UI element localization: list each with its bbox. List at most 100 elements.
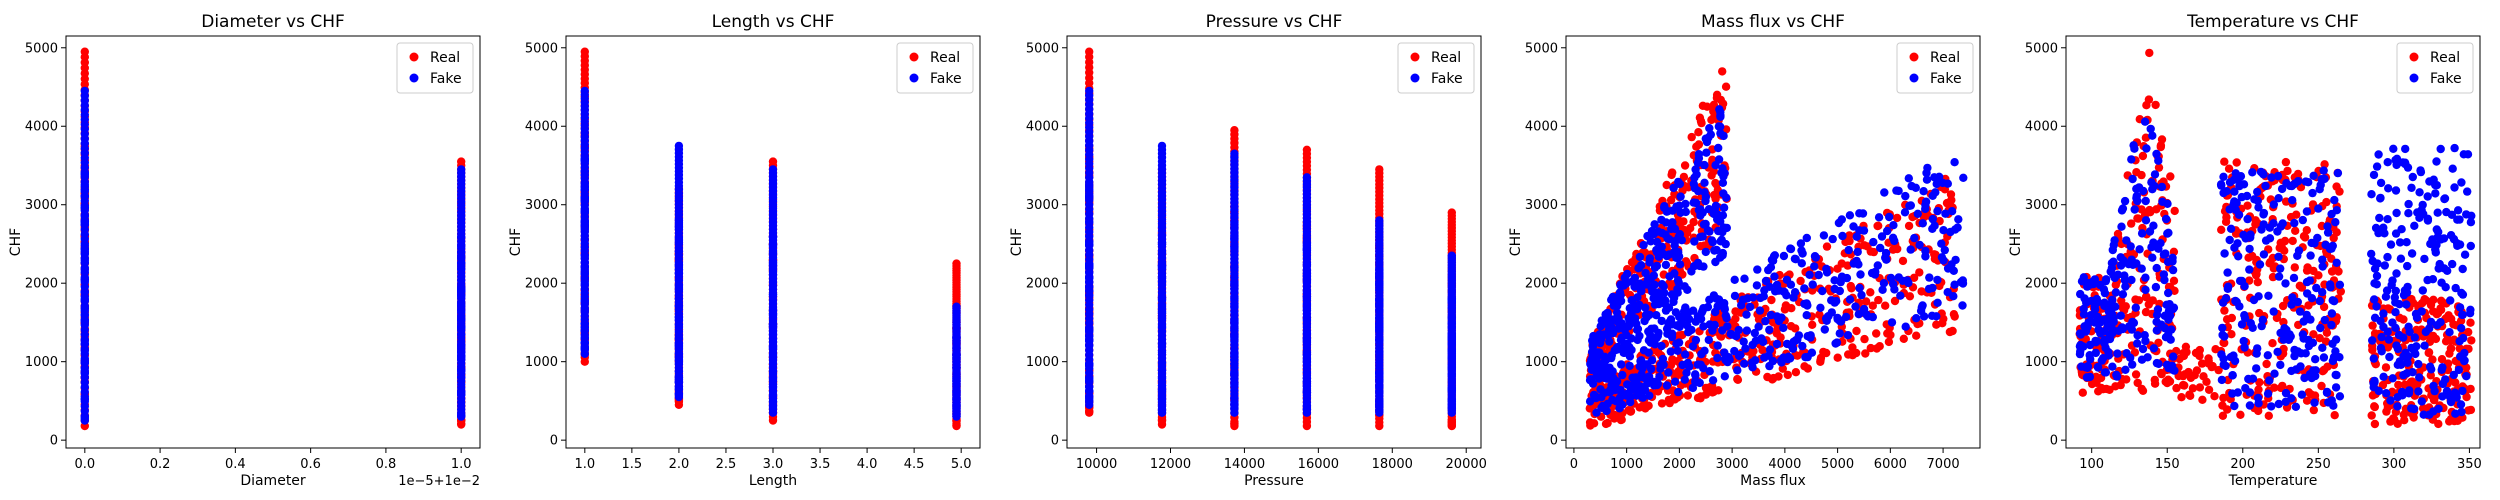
point-real [1610,410,1619,420]
point-real [2382,407,2391,416]
point-real [1778,364,1788,373]
point-real [1678,270,1687,279]
point-fake [1705,124,1714,133]
point-real [2368,321,2377,330]
point-fake [1854,260,1863,269]
point-real [1945,327,1955,337]
point-fake [1959,173,1968,182]
point-fake [674,384,684,393]
point-fake [1634,282,1644,292]
point-fake [1788,344,1798,353]
point-fake [1675,179,1685,189]
point-real [1696,242,1705,251]
point-fake [1921,200,1930,210]
point-real [580,47,589,56]
point-fake [1700,346,1709,355]
point-fake [1650,280,1659,289]
point-fake [1824,312,1833,321]
point-fake [457,299,466,308]
point-real [1800,362,1809,371]
point-fake [1919,187,1928,196]
point-fake [1622,331,1631,340]
point-fake [1802,233,1812,243]
x-axis-offset-text: 1e−5+1e−2 [398,474,480,489]
point-fake [1748,293,1758,302]
point-fake [1780,288,1789,297]
point-real [2399,410,2408,419]
point-real [1884,337,1894,347]
point-real [1718,67,1727,76]
point-real [1917,287,1926,296]
point-fake [1818,286,1827,296]
point-real [1687,132,1696,142]
point-real [2299,232,2309,241]
point-fake [1447,251,1457,260]
point-fake [80,414,90,423]
point-real [952,259,961,268]
point-real [2291,226,2300,235]
point-fake [1719,203,1729,212]
x-tick-label: 7000 [1927,457,1960,472]
y-tick-label: 0 [1550,434,1558,449]
point-real [1707,115,1716,125]
chart-title: Pressure vs CHF [1206,12,1343,32]
point-fake [1789,293,1798,302]
point-real [1712,93,1722,103]
legend-label-fake: Fake [1431,71,1463,87]
point-fake [1828,234,1837,244]
point-fake [1958,301,1967,310]
point-fake [1619,348,1628,357]
point-fake [1873,261,1883,270]
point-fake [1302,335,1312,345]
point-real [2424,348,2434,357]
point-fake [1655,372,1664,382]
point-fake [1085,217,1094,226]
point-fake [1794,331,1804,340]
point-fake [1447,364,1457,374]
point-real [2280,236,2290,246]
point-fake [1157,272,1167,281]
point-fake [1607,295,1616,304]
point-real [1733,375,1743,384]
point-fake [1638,364,1647,373]
point-real [2157,369,2166,379]
point-real [2386,417,2395,426]
point-fake [1657,316,1666,326]
point-real [1822,348,1831,358]
point-fake [457,282,466,291]
point-fake [1822,268,1832,277]
y-tick-label: 1000 [1026,355,1059,370]
point-real [2198,395,2207,404]
point-fake [1754,322,1763,331]
point-real [2184,367,2193,377]
point-fake [1662,381,1672,390]
point-real [2393,419,2402,428]
point-real [2270,383,2279,392]
point-real [2309,405,2318,415]
point-fake [1633,293,1642,302]
point-fake [1650,300,1660,309]
point-fake [1953,223,1962,232]
point-fake [1803,352,1812,362]
point-real [2141,293,2151,302]
point-fake [1761,316,1770,326]
point-real [2288,236,2297,246]
point-real [2280,246,2289,255]
point-fake [1712,245,1721,255]
point-fake [1894,273,1904,282]
point-real [2092,378,2101,387]
point-fake [1447,404,1457,413]
point-real [2091,372,2101,381]
point-fake [80,185,90,194]
point-fake [952,370,961,379]
point-fake [1718,211,1728,220]
point-fake [1894,186,1903,196]
point-real [2192,366,2202,375]
point-fake [80,169,90,179]
point-real [1694,128,1703,137]
point-real [1721,82,1731,91]
point-fake [1819,231,1829,240]
y-axis-label: CHF [1508,228,1524,256]
